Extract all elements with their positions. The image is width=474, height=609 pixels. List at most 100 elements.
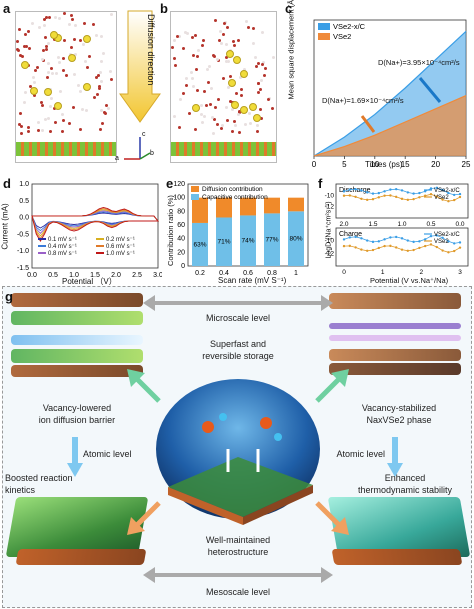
logd-xtick-label: 3	[458, 269, 462, 276]
capacitive-bar	[240, 215, 256, 266]
microscale-level-text: Microscale level	[205, 313, 271, 323]
contribution-ytick-label: 0	[181, 263, 185, 270]
msd-line-vse2	[313, 95, 467, 157]
panel-label-d: d	[3, 176, 11, 191]
cv-legend-item: 0.4 mV s⁻¹	[38, 243, 96, 250]
contribution-xtick-label: 0.2	[195, 270, 205, 277]
logd-xtick-label: 2.0	[339, 221, 348, 228]
reversible-storage-text: reversible storage	[202, 351, 274, 361]
cv-xtick-label: 1.5	[90, 272, 100, 279]
contribution-xtick-label: 0.6	[243, 270, 253, 277]
panel-label-c: c	[285, 1, 293, 16]
contribution-bar-chart: 63% 0.2 71% 0.4 74% 0.6 77% 0.8 80% 1 0 20 40 60 80 100…	[173, 181, 309, 277]
msd-annotation-top: D(Na+)=3.95×10⁻⁴cm²/s	[378, 58, 460, 67]
axis-c-label: c	[142, 131, 146, 138]
cv-ytick-label: 0.0	[19, 215, 29, 222]
contribution-legend-label: Diffusion contribution	[202, 186, 263, 193]
contribution-xtick-label: 0.8	[267, 270, 277, 277]
capacitive-bar	[192, 222, 208, 266]
atomic-level-right-text: Atomic level	[336, 449, 385, 459]
msd-arrow-bottom	[360, 115, 376, 133]
contribution-ytick-label: 60	[177, 222, 185, 229]
msd-xtick-label: 25	[462, 160, 471, 169]
msd-legend-label: VSe2-x/C	[333, 22, 366, 31]
md-simulation-box-b	[170, 11, 277, 163]
axis-triad-icon	[124, 137, 151, 160]
contribution-ytick-label: 80	[177, 208, 185, 215]
contribution-ytick-label: 20	[177, 249, 185, 256]
logd-line	[343, 187, 461, 196]
atomic-level-left-text: Atomic level	[83, 449, 132, 459]
logd-subplot-title: Discharge	[339, 187, 371, 194]
contribution-ylabel: Contribution ratio (%)	[165, 195, 175, 266]
axis-b-label: b	[150, 150, 154, 157]
msd-xtick-label: 5	[342, 160, 347, 169]
cv-xtick-label: 1.0	[69, 272, 79, 279]
capacitive-percent-label: 80%	[289, 236, 302, 243]
logd-legend-label: VSe2-x/C	[434, 188, 460, 194]
logd-xtick-label: 0.5	[426, 221, 435, 228]
contribution-legend-swatch	[191, 194, 199, 200]
msd-annotation-bottom: D(Na+)=1.69×10⁻⁴cm²/s	[322, 96, 404, 105]
panel-label-f: f	[318, 176, 323, 191]
cv-ytick-label: 1.0	[19, 181, 29, 188]
vacancy-stabilized-text: Vacancy-stabilized	[361, 403, 437, 413]
logd-point	[342, 244, 346, 248]
diffusion-bar	[192, 197, 208, 223]
right-down-arrow-icon	[387, 437, 403, 477]
panel-label-a: a	[3, 1, 11, 16]
msd-legend-swatch	[318, 23, 330, 30]
contribution-ytick-label: 40	[177, 236, 185, 243]
mechanism-schematic: Microscale level Superfast and reversibl…	[2, 286, 472, 608]
logd-xlabel: Potential (V vs.Na⁺/Na)	[370, 276, 449, 285]
capacitive-percent-label: 71%	[217, 239, 230, 246]
msd-xtick-label: 15	[401, 160, 410, 169]
cv-ytick-label: 0.5	[19, 198, 29, 205]
contribution-xlabel: Scan rate (mV S⁻¹)	[218, 276, 287, 285]
cv-xlabel: Potential （V）	[62, 277, 117, 286]
vacancy-lowered-text: Vacancy-lowered	[42, 403, 112, 413]
enhanced-text: Enhanced	[384, 473, 426, 483]
cv-ytick-label: -1.0	[17, 248, 29, 255]
logd-legend-label: VSe2	[434, 195, 449, 201]
ion-diffusion-barrier-text: ion diffusion barrier	[38, 415, 116, 425]
logd-line	[343, 244, 461, 253]
superfast-text: Superfast and	[209, 339, 267, 349]
msd-arrow-top	[418, 77, 442, 103]
cv-plot-frame	[31, 183, 159, 269]
cv-xtick-label: 0.0	[27, 272, 37, 279]
capacitive-bar	[264, 213, 280, 266]
capacitive-percent-label: 74%	[241, 238, 254, 245]
msd-area-vse2	[314, 95, 466, 156]
well-maintained-text: Well-maintained	[205, 535, 271, 545]
cv-xtick-label: 3.0	[153, 272, 162, 279]
kinetics-text: kinetics	[5, 485, 36, 495]
naxvse2-phase-text: NaxVSe2 phase	[366, 415, 432, 425]
logd-plot-frame	[335, 227, 469, 267]
cv-ylabel: Current (mA)	[0, 203, 10, 250]
cv-legend-item: 0.6 mV s⁻¹	[96, 243, 154, 250]
cv-ytick-label: -0.5	[17, 231, 29, 238]
msd-xtick-label: 20	[431, 160, 440, 169]
logd-ytick-label: -12	[325, 204, 335, 211]
diffusion-bar	[288, 197, 304, 212]
logd-line	[343, 235, 461, 244]
cv-curve	[31, 207, 159, 242]
msd-line-vse2-x-c	[313, 30, 467, 157]
capacitive-percent-label: 63%	[193, 241, 206, 248]
diffusion-arrow-icon	[119, 10, 161, 123]
capacitive-bar	[216, 217, 232, 266]
contribution-legend-swatch	[191, 186, 199, 192]
panel-label-e: e	[166, 176, 174, 191]
logd-ylabel: LogD (Na⁺cm²s⁻¹)	[325, 201, 333, 259]
upper-left-diagonal-arrow-icon	[127, 369, 161, 403]
msd-legend-label: VSe2	[333, 32, 351, 41]
capacitive-bar	[288, 211, 304, 266]
panel-label-g: g	[5, 289, 13, 304]
diffusion-bar	[240, 197, 256, 216]
panel-label-b: b	[160, 1, 168, 16]
logd-xtick-label: 1.0	[397, 221, 406, 228]
logd-xtick-label: 0	[342, 269, 346, 276]
logd-ytick-label: -10	[325, 238, 335, 245]
microscale-double-arrow-icon	[143, 295, 333, 311]
